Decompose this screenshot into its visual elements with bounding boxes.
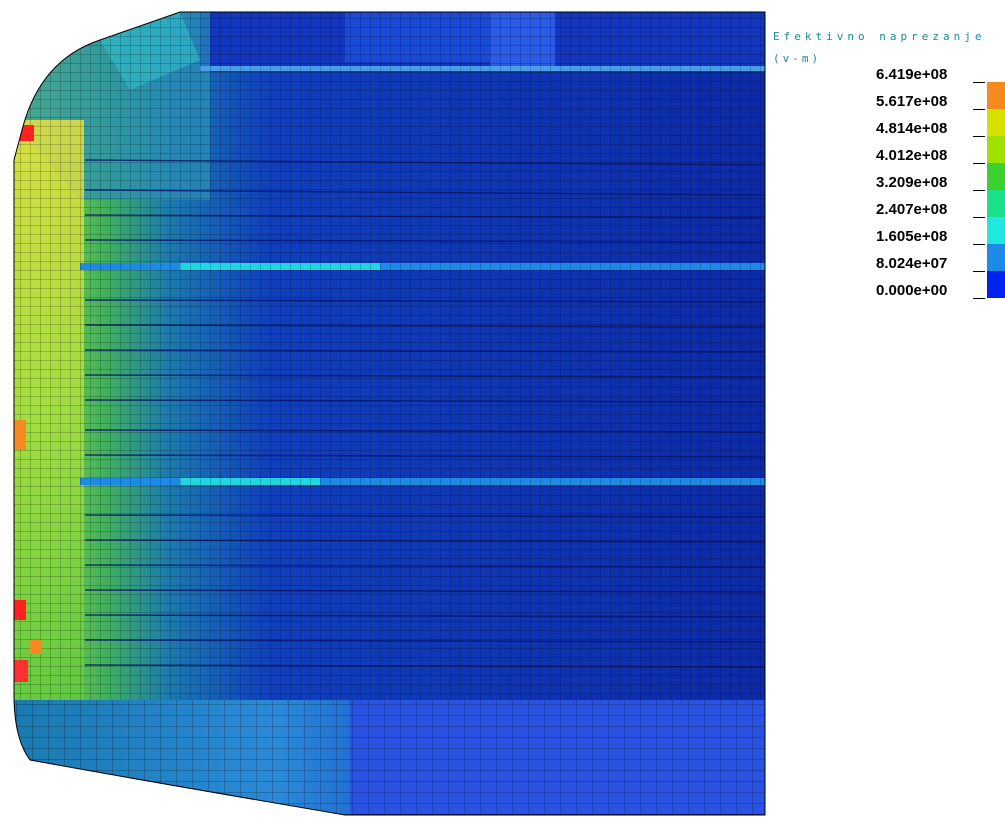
legend-tick (973, 298, 985, 299)
stress-contour-mesh (13, 11, 766, 816)
legend-label: 0.000e+00 (876, 282, 948, 299)
legend-tick (973, 163, 985, 164)
legend-swatch (987, 163, 1005, 190)
legend-swatch (987, 109, 1005, 136)
legend-label: 4.012e+08 (876, 147, 948, 164)
legend-label: 2.407e+08 (876, 201, 948, 218)
legend-tick (973, 271, 985, 272)
legend-label: 5.617e+08 (876, 93, 948, 110)
legend-label: 6.419e+08 (876, 66, 948, 83)
legend-swatch (987, 271, 1005, 298)
legend-label: 1.605e+08 (876, 228, 948, 245)
legend-swatch (987, 190, 1005, 217)
legend-swatch (987, 244, 1005, 271)
legend-tick (973, 82, 985, 83)
legend-label: 3.209e+08 (876, 174, 948, 191)
legend-label: 4.814e+08 (876, 120, 948, 137)
legend-swatch (987, 82, 1005, 109)
legend-label: 8.024e+07 (876, 255, 948, 272)
legend-tick (973, 217, 985, 218)
legend-title: Efektivno naprezanje (773, 30, 986, 43)
legend-unit: (v-m) (773, 52, 822, 65)
legend-tick (973, 244, 985, 245)
legend-tick (973, 190, 985, 191)
legend-swatch (987, 217, 1005, 244)
legend-swatch (987, 136, 1005, 163)
legend-tick (973, 109, 985, 110)
legend-tick (973, 136, 985, 137)
